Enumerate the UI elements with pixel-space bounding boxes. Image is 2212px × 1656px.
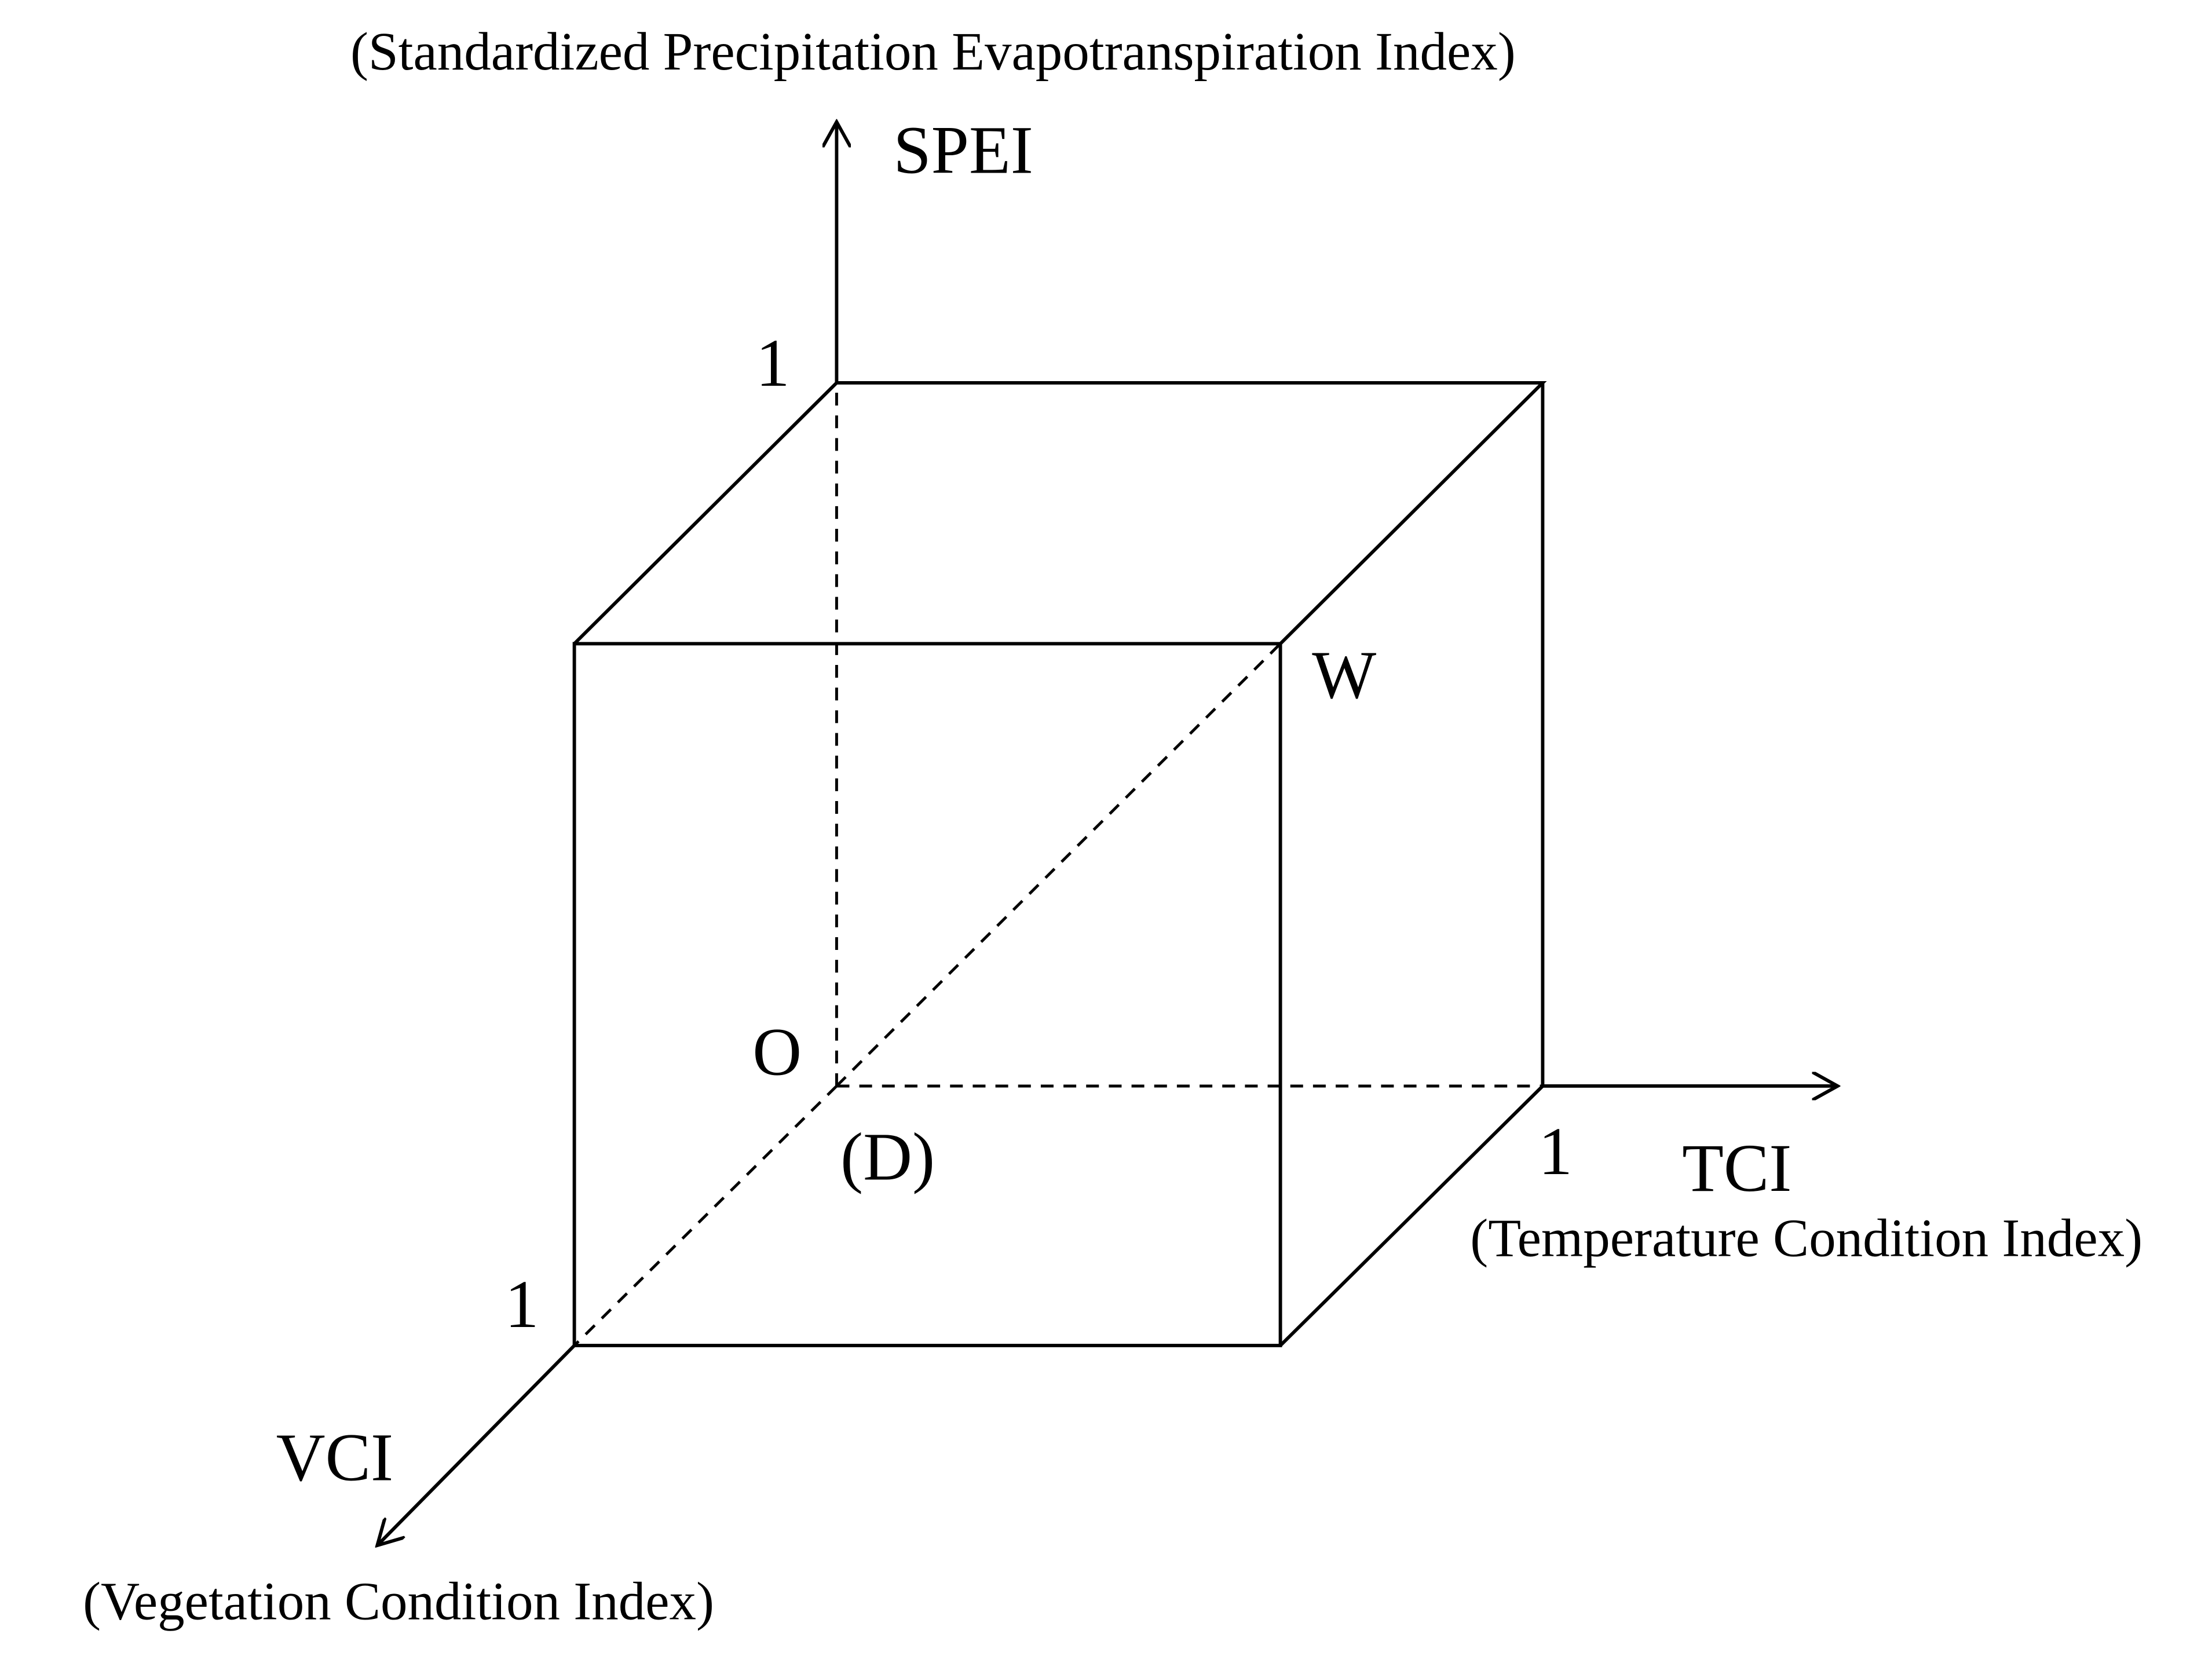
vci-axis bbox=[377, 1344, 576, 1545]
spei-label: SPEI bbox=[893, 113, 1033, 188]
tci-full-name: (Temperature Condition Index) bbox=[1470, 1209, 2142, 1268]
spei-full-name: (Standardized Precipitation Evapotranspi… bbox=[350, 22, 1516, 82]
vci-full-name: (Vegetation Condition Index) bbox=[83, 1571, 714, 1631]
origin-note: (D) bbox=[840, 1120, 935, 1195]
point-w: W bbox=[1312, 637, 1376, 712]
point-origin: O bbox=[752, 1014, 802, 1090]
spei-tick: 1 bbox=[756, 326, 790, 401]
tci-tick: 1 bbox=[1538, 1114, 1573, 1189]
hidden-edges bbox=[573, 382, 1543, 1347]
vci-label: VCI bbox=[276, 1420, 393, 1495]
tci-label: TCI bbox=[1682, 1131, 1791, 1206]
vci-tick: 1 bbox=[505, 1267, 539, 1342]
